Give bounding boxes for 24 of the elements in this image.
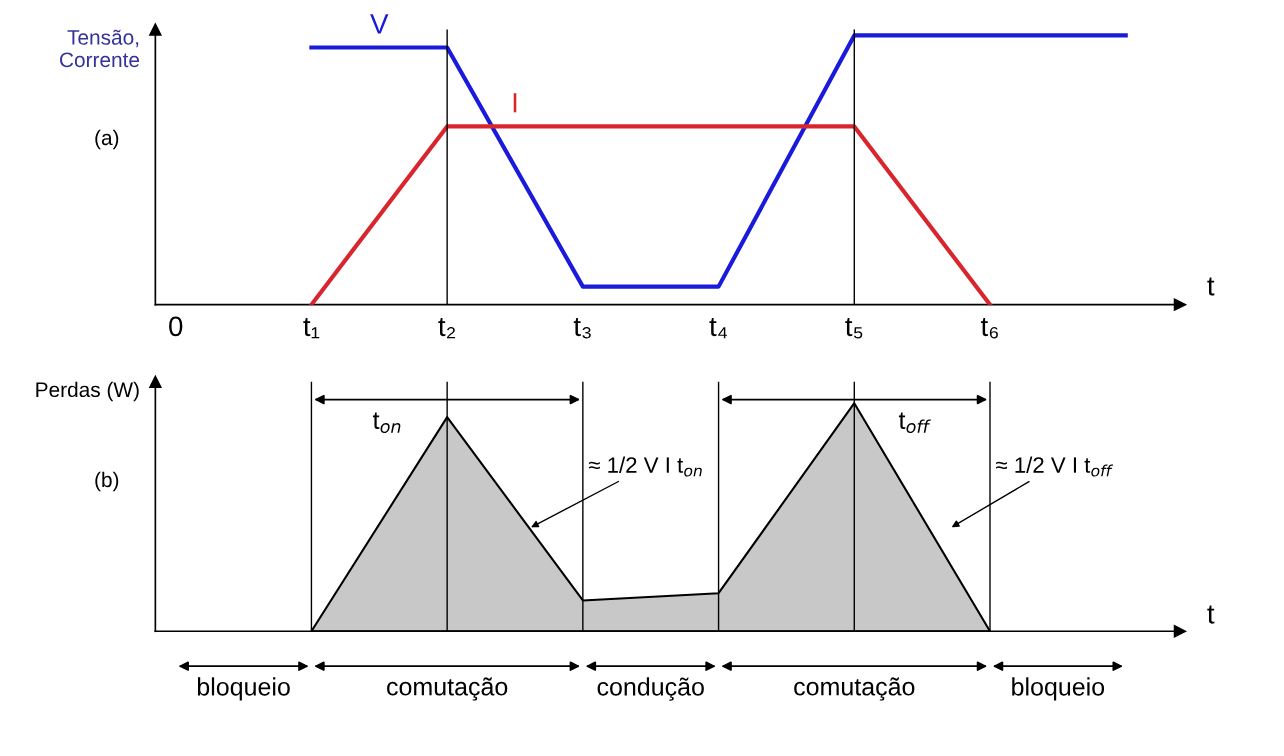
text: bloqueio bbox=[1012, 677, 1105, 701]
x-tick-label: 0 bbox=[169, 316, 183, 337]
x-tick-label: t₆ bbox=[980, 317, 998, 339]
text: comutação bbox=[794, 677, 915, 701]
x-tick-label: t₄ bbox=[709, 317, 728, 339]
text: comutação bbox=[387, 677, 508, 701]
text: (b) bbox=[95, 471, 119, 492]
x-tick-label: t₅ bbox=[845, 317, 863, 339]
annotation: ≈ 1/2 V I t$_{on}$ bbox=[588, 456, 702, 477]
text: (a) bbox=[95, 129, 119, 150]
series-label: V bbox=[370, 14, 389, 34]
x-tick-label: t₂ bbox=[438, 317, 456, 339]
y-axis-title: Tensão, Corrente bbox=[60, 29, 140, 68]
annotation: t$_{off}$ bbox=[898, 412, 931, 434]
text: condução bbox=[597, 677, 704, 701]
x-axis-title: t bbox=[1207, 277, 1215, 296]
y-axis-title: Perdas (W) bbox=[36, 381, 139, 402]
annotation: ≈ 1/2 V I t$_{off}$ bbox=[996, 456, 1114, 477]
series-label: I bbox=[513, 93, 517, 113]
annotation: t$_{on}$ bbox=[372, 412, 401, 434]
x-axis-title: t bbox=[1207, 605, 1215, 624]
text: bloqueio bbox=[197, 677, 290, 701]
x-tick-label: t₁ bbox=[303, 317, 320, 339]
x-tick-label: t₃ bbox=[573, 317, 591, 339]
